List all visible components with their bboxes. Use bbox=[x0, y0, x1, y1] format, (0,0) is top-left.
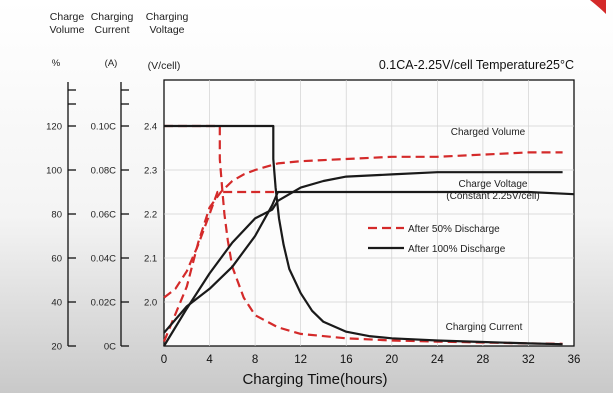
x-tick-label: 32 bbox=[522, 354, 535, 366]
x-tick-label: 36 bbox=[568, 354, 581, 366]
series-line-100pct-current bbox=[164, 124, 563, 346]
volume-tick-label: 120 bbox=[46, 122, 62, 133]
voltage-tick-label: 2.3 bbox=[144, 166, 157, 177]
voltage-unit-label: (V/cell) bbox=[148, 60, 181, 72]
volume-header-line1: Charge bbox=[50, 11, 85, 23]
series-line-100pct-voltage bbox=[163, 190, 575, 334]
legend-label-50: After 50% Discharge bbox=[408, 224, 500, 235]
annotation-charge-voltage: Charge Voltage bbox=[459, 179, 528, 190]
axis-headers: Charge Volume Charging Current Charging … bbox=[49, 11, 188, 72]
x-tick-label: 24 bbox=[431, 354, 444, 366]
x-tick-label: 20 bbox=[385, 354, 398, 366]
voltage-tick-label: 2.4 bbox=[144, 122, 157, 133]
voltage-tick-label: 2.2 bbox=[144, 210, 157, 221]
current-tick-label: 0.08C bbox=[91, 166, 116, 177]
x-axis-label: Charging Time(hours) bbox=[242, 371, 387, 388]
condition-text: 0.1CA-2.25V/cell Temperature25°C bbox=[379, 58, 574, 72]
x-tick-label: 12 bbox=[294, 354, 307, 366]
current-unit-label: (A) bbox=[105, 58, 118, 69]
voltage-ticks: 2.4 2.3 2.2 2.1 2.0 bbox=[144, 122, 157, 309]
current-axis: 0.10C 0.08C 0.06C 0.04C 0.02C 0C bbox=[91, 82, 129, 353]
current-tick-label: 0.04C bbox=[91, 254, 116, 265]
x-tick-label: 28 bbox=[476, 354, 489, 366]
x-tick-label: 16 bbox=[340, 354, 353, 366]
voltage-tick-label: 2.1 bbox=[144, 254, 157, 265]
current-tick-label: 0.06C bbox=[91, 210, 116, 221]
series-line-100pct-volume bbox=[163, 171, 563, 347]
series-layer bbox=[162, 124, 575, 347]
annotation-charge-voltage-constant: (Constant 2.25V/cell) bbox=[446, 191, 539, 202]
x-tick-label: 0 bbox=[161, 354, 167, 366]
x-tick-label: 4 bbox=[206, 354, 213, 366]
series-line-50pct-volume bbox=[162, 151, 563, 343]
annotation-charging-current: Charging Current bbox=[446, 322, 523, 333]
current-tick-label: 0C bbox=[104, 342, 116, 353]
volume-tick-label: 20 bbox=[51, 342, 62, 353]
volume-header-line2: Volume bbox=[49, 24, 84, 36]
voltage-header-line2: Voltage bbox=[149, 24, 184, 36]
annotation-charged-volume: Charged Volume bbox=[451, 127, 526, 138]
corner-decoration bbox=[590, 0, 606, 14]
current-tick-label: 0.10C bbox=[91, 122, 116, 133]
voltage-header-line1: Charging bbox=[146, 11, 189, 23]
volume-axis: 120 100 80 60 40 20 bbox=[46, 82, 76, 353]
series-line-50pct-voltage bbox=[163, 190, 278, 299]
legend-label-100: After 100% Discharge bbox=[408, 244, 506, 255]
legend: After 50% Discharge After 100% Discharge bbox=[368, 224, 506, 255]
volume-tick-label: 80 bbox=[51, 210, 62, 221]
volume-unit-label: % bbox=[52, 58, 61, 69]
current-header-line2: Current bbox=[94, 24, 129, 36]
voltage-tick-label: 2.0 bbox=[144, 298, 157, 309]
current-tick-label: 0.02C bbox=[91, 298, 116, 309]
x-tick-label: 8 bbox=[252, 354, 258, 366]
volume-tick-label: 40 bbox=[51, 298, 62, 309]
volume-tick-label: 60 bbox=[51, 254, 62, 265]
current-header-line1: Charging bbox=[91, 11, 134, 23]
x-ticks: 0 4 8 12 16 20 24 28 32 36 bbox=[161, 354, 581, 366]
plot-area bbox=[163, 79, 575, 347]
volume-tick-label: 100 bbox=[46, 166, 62, 177]
